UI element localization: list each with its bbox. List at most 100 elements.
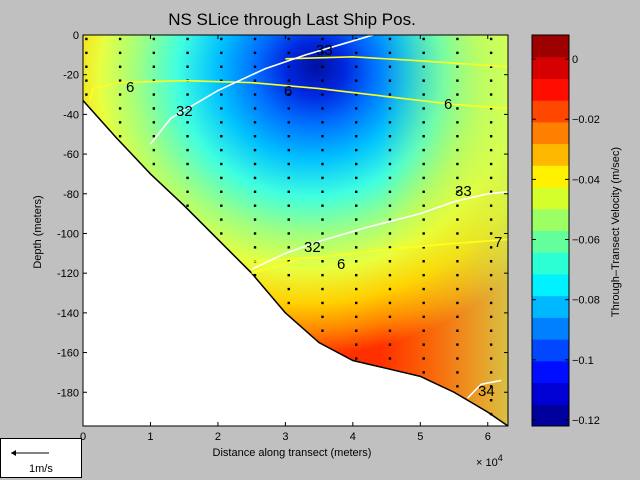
velocity-scale-legend: 1m/s — [0, 438, 82, 478]
station-marker — [321, 121, 324, 124]
station-marker — [388, 148, 392, 152]
station-marker — [388, 315, 392, 319]
station-marker — [388, 93, 392, 96]
station-marker — [456, 107, 459, 110]
station-marker — [355, 176, 358, 180]
station-marker — [220, 51, 223, 55]
station-marker — [489, 398, 493, 402]
x-tick-label: 6 — [485, 431, 491, 443]
x-axis: 0 1 2 3 4 5 6 — [80, 35, 491, 443]
station-marker — [321, 273, 324, 277]
station-marker — [422, 51, 425, 55]
station-marker — [422, 260, 425, 263]
station-marker — [186, 190, 189, 193]
colorbar-band — [532, 339, 569, 362]
contour-label: 6 — [284, 83, 292, 100]
station-marker — [321, 204, 324, 207]
station-marker — [355, 246, 358, 249]
station-marker — [489, 246, 493, 249]
station-marker — [456, 273, 459, 277]
station-marker — [456, 37, 459, 41]
colorbar-band — [532, 165, 569, 188]
colorbar-band — [532, 295, 569, 318]
isotherm-labels: 6 6 6 6 7 — [126, 79, 502, 273]
station-marker — [388, 51, 392, 55]
x-tick-label: 3 — [282, 431, 288, 443]
station-marker — [220, 65, 223, 68]
colorbar-tick-label: 0 — [572, 54, 578, 66]
station-marker — [152, 107, 156, 110]
contour-line — [285, 56, 508, 68]
station-marker — [355, 204, 358, 207]
y-axis-label: Depth (meters) — [32, 195, 44, 268]
colorbar-band — [532, 360, 569, 384]
station-marker — [355, 107, 358, 110]
station-marker — [85, 93, 88, 96]
station-marker — [422, 329, 425, 332]
station-marker — [355, 315, 358, 319]
colorbar-band — [532, 252, 569, 275]
station-marker — [422, 246, 425, 249]
scale-arrow-label: 1m/s — [29, 463, 53, 475]
station-marker — [489, 135, 493, 138]
station-marker — [253, 218, 257, 221]
station-marker — [186, 51, 189, 55]
station-marker — [456, 51, 459, 55]
station-marker — [388, 190, 392, 193]
colorbar-tick-label: −0.08 — [572, 295, 600, 307]
station-marker — [422, 273, 425, 277]
station-marker — [489, 232, 493, 235]
station-marker — [422, 65, 425, 68]
station-marker — [456, 232, 459, 235]
station-marker — [456, 371, 459, 374]
station-marker — [220, 176, 223, 180]
isotherm-contours — [88, 56, 508, 274]
station-marker — [287, 121, 290, 124]
station-marker — [321, 148, 324, 152]
station-marker — [321, 190, 324, 193]
x-axis-label: Distance along transect (meters) — [213, 447, 372, 459]
station-marker — [186, 37, 189, 41]
station-marker — [220, 190, 223, 193]
station-marker — [152, 65, 156, 68]
station-marker — [422, 343, 425, 346]
station-marker — [321, 329, 324, 332]
y-tick-label: -120 — [57, 268, 79, 280]
station-marker — [253, 176, 257, 180]
station-marker — [456, 246, 459, 249]
station-marker — [388, 176, 392, 180]
station-marker — [422, 232, 425, 235]
station-marker — [118, 51, 122, 55]
station-marker — [489, 412, 493, 416]
station-marker — [220, 162, 223, 166]
station-marker — [85, 65, 88, 68]
station-marker — [287, 65, 290, 68]
colorbar-label: Through–Transect Velocity (m/sec) — [610, 147, 622, 317]
colorbar-band — [532, 143, 569, 166]
station-marker — [456, 260, 459, 263]
station-marker — [287, 273, 290, 277]
station-marker — [355, 232, 358, 235]
station-marker — [489, 385, 493, 388]
station-marker — [186, 93, 189, 96]
station-marker — [456, 343, 459, 346]
station-marker — [355, 65, 358, 68]
y-tick-label: -160 — [57, 348, 79, 360]
station-marker — [287, 135, 290, 138]
station-marker — [355, 51, 358, 55]
station-marker — [253, 204, 257, 207]
station-marker — [422, 135, 425, 138]
velocity-field-overlay — [83, 35, 508, 426]
station-marker — [355, 148, 358, 152]
y-tick-label: -40 — [63, 109, 79, 121]
station-markers — [85, 37, 493, 416]
station-marker — [422, 176, 425, 180]
station-marker — [118, 79, 122, 82]
colorbar-tick-label: −0.1 — [572, 355, 594, 367]
station-marker — [422, 287, 425, 291]
plot-frame — [82, 34, 509, 427]
station-marker — [287, 37, 290, 41]
colorbar-band — [532, 100, 569, 123]
station-marker — [321, 246, 324, 249]
station-marker — [220, 232, 223, 235]
